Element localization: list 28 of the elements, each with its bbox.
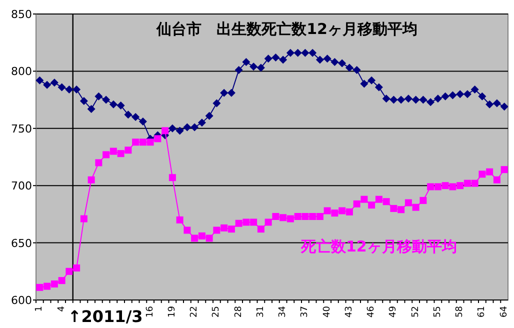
x-tick-label: 58 xyxy=(455,306,466,318)
y-tick-label: 700 xyxy=(11,180,32,193)
x-tick-label: 28 xyxy=(234,306,244,318)
x-tick-label: 22 xyxy=(190,306,200,318)
x-tick-label: 61 xyxy=(477,306,488,318)
x-tick-label: 46 xyxy=(366,306,377,318)
x-tick-label: 34 xyxy=(278,306,288,318)
x-tick-label: 19 xyxy=(167,306,178,318)
x-tick-label: 25 xyxy=(212,306,222,318)
x-tick-label: 52 xyxy=(410,306,421,318)
y-tick-label: 600 xyxy=(11,294,32,307)
x-tick-label: 64 xyxy=(499,306,510,318)
y-tick-label: 850 xyxy=(11,8,32,21)
text: ↑2011/3 xyxy=(68,307,143,326)
x-tick-label: 49 xyxy=(388,306,399,318)
y-tick-label: 650 xyxy=(11,236,32,250)
x-tick-label: 37 xyxy=(300,306,310,318)
series-label: 死亡数12ヶ月移動平均 xyxy=(300,237,457,256)
x-tick-label: 1 xyxy=(34,306,45,312)
x-tick-label: 55 xyxy=(432,306,443,318)
x-tick-label: 43 xyxy=(344,306,354,318)
y-tick-label: 800 xyxy=(11,65,32,78)
y-tick-label: 750 xyxy=(11,122,32,136)
chart-title: 仙台市 出生数死亡数12ヶ月移動平均 xyxy=(156,20,418,38)
x-tick-label: 40 xyxy=(322,306,332,318)
x-tick-label: 16 xyxy=(145,306,156,318)
x-tick-label: 4 xyxy=(56,306,67,312)
x-tick-label: 31 xyxy=(256,306,266,318)
